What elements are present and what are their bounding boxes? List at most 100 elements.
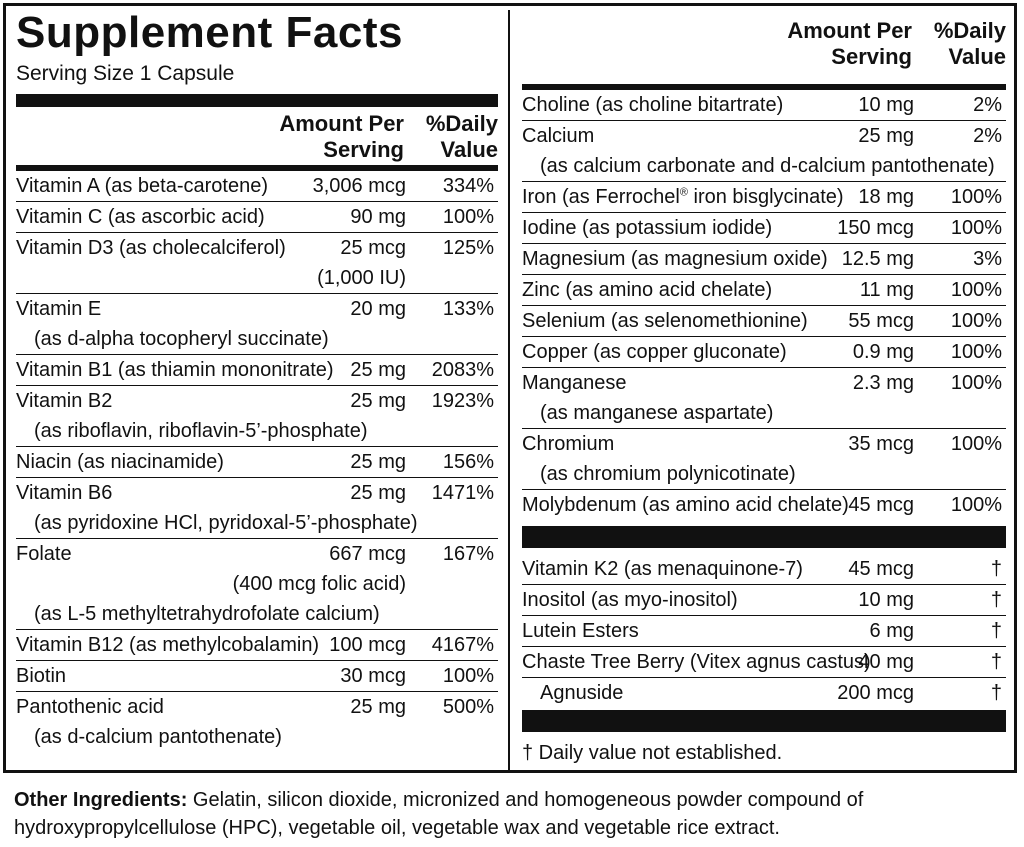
nutrient-line: Niacin (as niacinamide) 25 mg 156% [16,447,498,477]
nutrient-line: Biotin 30 mcg 100% [16,661,498,691]
other-ingredients-text: Gelatin, silicon dioxide, micronized and… [14,789,864,839]
nutrient-row: Vitamin B2 25 mg 1923% (as riboflavin, ribo… [16,386,498,447]
nutrient-name-text: Iodine (as potassium iodide) [522,217,773,239]
nutrient-line: (as calcium carbonate and d-calcium pant… [522,151,1006,181]
amount-per-serving: 25 mg [858,125,914,147]
left-nutrient-list: Vitamin A (as beta-carotene) 3,006 mcg 334… [16,171,498,752]
nutrient-name: Vitamin C (as ascorbic acid) [16,202,265,232]
nutrient-name-text: Biotin [16,665,67,687]
nutrient-name-text: Chaste Tree Berry (Vitex agnus castus) [522,651,871,673]
nutrient-source: (as d-calcium pantothenate) [34,726,282,748]
nutrient-row: Niacin (as niacinamide) 25 mg 156% [16,447,498,478]
nutrient-name: Zinc (as amino acid chelate) [522,275,772,305]
daily-value: 100% [950,186,1002,208]
nutrient-row: Vitamin D3 (as cholecalciferol) 25 mcg 125… [16,233,498,294]
nutrient-row: Folate 667 mcg 167% (400 mcg folic acid) (as… [16,539,498,630]
nutrient-name: Iodine (as potassium iodide) [522,213,772,243]
nutrient-line: Lutein Esters 6 mg † [522,616,1006,646]
amount-per-serving: 10 mg [858,589,914,611]
nutrient-name-text: Vitamin K2 (as menaquinone-7) [522,558,803,580]
nutrient-row: Vitamin B6 25 mg 1471% (as pyridoxine HCl, … [16,478,498,539]
section-bar [522,526,1006,548]
nutrient-line: Vitamin A (as beta-carotene) 3,006 mcg 334… [16,171,498,201]
amount-per-serving: 25 mg [350,451,406,473]
amount-per-serving: 6 mg [869,620,914,642]
nutrient-line: (1,000 IU) [16,263,498,293]
daily-value: † [990,682,1002,704]
nutrient-line: Molybdenum (as amino acid chelate) 45 mcg… [522,490,1006,520]
nutrient-name: Pantothenic acid [16,692,164,722]
nutrient-line: Vitamin C (as ascorbic acid) 90 mg 100% [16,202,498,232]
amount-per-serving: 25 mg [350,390,406,412]
nutrient-line: Vitamin D3 (as cholecalciferol) 25 mcg 125… [16,233,498,263]
amount-per-serving: 100 mcg [329,634,406,656]
nutrient-row: Iron (as Ferrochel® iron bisglycinate) 18… [522,182,1006,213]
nutrient-name-text: Iron (as Ferrochel [522,186,680,208]
amount-per-serving: 30 mcg [340,665,406,687]
nutrient-name-text: Calcium [522,125,595,147]
amount-per-serving-header: Amount Per Serving [787,18,912,69]
daily-value: † [990,651,1002,673]
serving-size: Serving Size 1 Capsule [16,62,235,85]
other-ingredients-label: Other Ingredients: [14,789,188,811]
nutrient-row: Calcium 25 mg 2% (as calcium carbonate and … [522,121,1006,182]
daily-value: 1923% [431,390,494,412]
daily-value: 334% [442,175,494,197]
nutrient-name: Vitamin B6 [16,478,112,508]
daily-value: 1471% [431,482,494,504]
nutrient-name-text: Vitamin B1 (as thiamin mononitrate) [16,359,334,381]
amount-per-serving: 25 mg [350,696,406,718]
nutrient-name-text: Choline (as choline bitartrate) [522,94,784,116]
column-header: Amount Per Serving %Daily Value [522,14,1006,76]
daily-value: 125% [442,237,494,259]
nutrient-name: Chromium [522,429,614,459]
nutrient-line: Selenium (as selenomethionine) 55 mcg 100% [522,306,1006,336]
daily-value: 156% [442,451,494,473]
nutrient-line: (as L-5 methyltetrahydrofolate calcium) [16,599,498,629]
nutrient-row: Biotin 30 mcg 100% [16,661,498,692]
amount-per-serving: 2.3 mg [852,372,914,394]
nutrient-name: Agnuside [540,678,623,708]
nutrient-line: Vitamin E 20 mg 133% [16,294,498,324]
nutrient-name: Calcium [522,121,594,151]
nutrient-row: Vitamin K2 (as menaquinone-7) 45 mcg † [522,554,1006,585]
nutrient-name-suffix: iron bisglycinate) [687,186,844,208]
amount-per-serving: 12.5 mg [841,248,914,270]
nutrient-line: Zinc (as amino acid chelate) 11 mg 100% [522,275,1006,305]
nutrient-line: (400 mcg folic acid) [16,569,498,599]
nutrient-name-text: Inositol (as myo-inositol) [522,589,738,611]
nutrient-name-text: Copper (as copper gluconate) [522,341,787,363]
nutrient-name: Manganese [522,368,627,398]
nutrient-line: Inositol (as myo-inositol) 10 mg † [522,585,1006,615]
nutrient-name-text: Niacin (as niacinamide) [16,451,224,473]
amount-per-serving: 0.9 mg [852,341,914,363]
nutrient-name-text: Vitamin B12 (as methylcobalamin) [16,634,320,656]
daily-value: 3% [973,248,1002,270]
nutrient-line: Copper (as copper gluconate) 0.9 mg 100% [522,337,1006,367]
nutrient-row: Iodine (as potassium iodide) 150 mcg 100% [522,213,1006,244]
nutrient-row: Selenium (as selenomethionine) 55 mcg 100% [522,306,1006,337]
nutrient-line: Chromium 35 mcg 100% [522,429,1006,459]
amount-per-serving: 25 mg [350,482,406,504]
registered-mark: ® [679,186,688,199]
daily-value: 167% [442,543,494,565]
nutrient-name-text: Vitamin D3 (as cholecalciferol) [16,237,286,259]
nutrient-name-text: Vitamin B6 [16,482,113,504]
amount-note: (1,000 IU) [317,267,406,289]
nutrient-name-text: Magnesium (as magnesium oxide) [522,248,828,270]
nutrient-line: Vitamin B6 25 mg 1471% [16,478,498,508]
nutrient-name: Choline (as choline bitartrate) [522,90,783,120]
daily-value: 100% [950,433,1002,455]
nutrient-line: Pantothenic acid 25 mg 500% [16,692,498,722]
nutrient-name-text: Lutein Esters [522,620,639,642]
nutrient-name-text: Vitamin A (as beta-carotene) [16,175,268,197]
section-bar [522,710,1006,732]
nutrient-line: Manganese 2.3 mg 100% [522,368,1006,398]
amount-per-serving: 25 mg [350,359,406,381]
daily-value: 100% [950,279,1002,301]
amount-per-serving: 150 mcg [837,217,914,239]
nutrient-line: (as manganese aspartate) [522,398,1006,428]
nutrient-name: Chaste Tree Berry (Vitex agnus castus) [522,647,871,677]
nutrient-name: Vitamin B2 [16,386,112,416]
daily-value: 100% [950,310,1002,332]
